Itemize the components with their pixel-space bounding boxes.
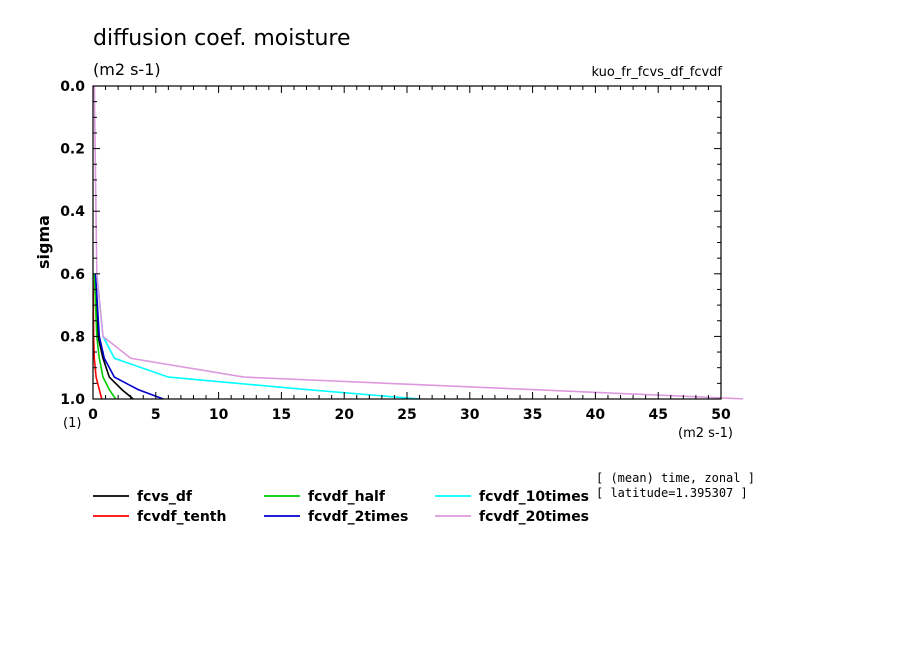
x-tick-label: 20 [334, 407, 354, 423]
annotation-time: [ (mean) time, zonal ] [596, 471, 755, 485]
x-axis-units: (m2 s-1) [678, 426, 733, 441]
y-sublabel: (1) [63, 416, 81, 431]
x-tick-label: 15 [272, 407, 291, 423]
legend-label-fcvdf-10times: fcvdf_10times [479, 489, 589, 505]
y-tick-label: 0.0 [60, 79, 85, 95]
series-line-fcvdf-20times [93, 86, 743, 400]
x-tick-label: 30 [460, 407, 480, 423]
series-line-fcvdf-half [93, 273, 117, 400]
legend-label-fcvdf-2times: fcvdf_2times [308, 509, 408, 525]
x-tick-label: 10 [209, 407, 229, 423]
run-label: kuo_fr_fcvs_df_fcvdf [591, 65, 722, 80]
series-line-fcvdf-10times [96, 273, 420, 400]
series-line-fcvs-df [94, 273, 134, 400]
x-tick-label: 5 [151, 407, 161, 423]
y-tick-label: 0.6 [60, 267, 85, 283]
legend-label-fcvdf-half: fcvdf_half [308, 489, 386, 505]
x-tick-label: 0 [88, 407, 98, 423]
y-axis-label: sigma [34, 215, 53, 269]
legend: fcvs_df fcvdf_tenth fcvdf_half fcvdf_2times… [93, 489, 589, 525]
x-tick-label: 35 [523, 407, 542, 423]
chart-title: diffusion coef. moisture [93, 26, 351, 51]
x-tick-label: 50 [711, 407, 731, 423]
annotation-latitude: [ latitude=1.395307 ] [596, 486, 748, 500]
y-tick-label: 1.0 [60, 392, 85, 408]
title-units: (m2 s-1) [93, 60, 161, 79]
tick-layer [92, 85, 722, 400]
legend-label-fcvdf-20times: fcvdf_20times [479, 509, 589, 525]
series-line-fcvdf-2times [94, 273, 164, 400]
x-tick-label: 45 [648, 407, 667, 423]
y-tick-label: 0.8 [60, 329, 85, 345]
plot-frame [92, 85, 722, 400]
x-tick-labels: 0 5 10 15 20 25 30 35 40 45 50 [88, 407, 731, 423]
legend-label-fcvs-df: fcvs_df [137, 489, 193, 505]
series-layer [93, 86, 743, 400]
x-tick-label: 25 [397, 407, 416, 423]
y-tick-labels: 0.0 0.2 0.4 0.6 0.8 1.0 [60, 79, 85, 408]
x-tick-label: 40 [586, 407, 606, 423]
y-tick-label: 0.4 [60, 204, 85, 220]
y-tick-label: 0.2 [60, 142, 85, 158]
legend-label-fcvdf-tenth: fcvdf_tenth [137, 509, 226, 525]
